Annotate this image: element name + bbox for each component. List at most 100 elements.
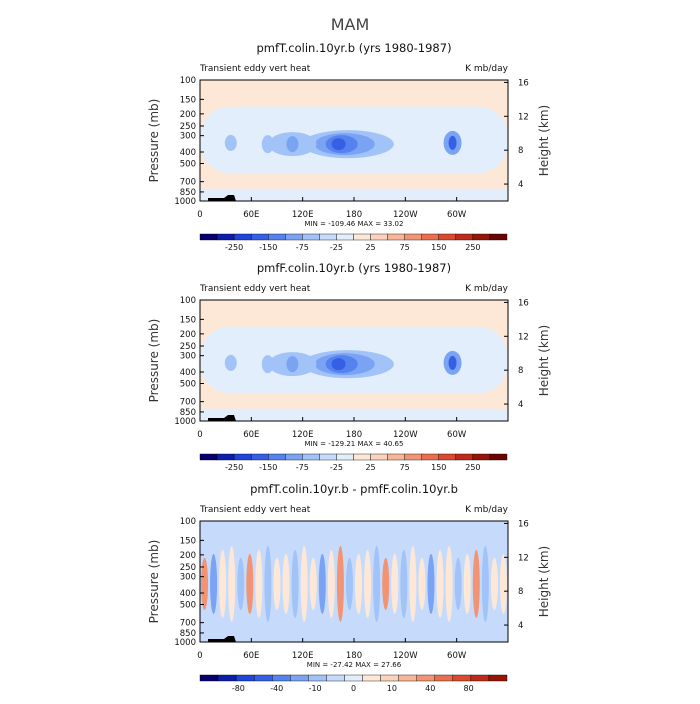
y-tick-label: 150 xyxy=(180,95,196,105)
x-tick-label: 60E xyxy=(243,651,259,661)
y-tick-label: 1000 xyxy=(174,638,196,648)
colorbar-swatch xyxy=(387,233,405,241)
field-core-5 xyxy=(286,356,299,373)
colorbar-swatch xyxy=(370,233,388,241)
y-tick-label: 300 xyxy=(180,132,196,142)
colorbar-swatch xyxy=(250,453,269,461)
y-tick-label: 300 xyxy=(180,352,196,362)
field-streak-15 xyxy=(336,545,344,622)
y-tick-label: 850 xyxy=(180,408,196,418)
x-tick-label: 120E xyxy=(292,210,314,220)
panel-left-label: Transient eddy vert heat xyxy=(199,64,311,74)
y-axis-title: Pressure (mb) xyxy=(147,540,161,624)
field-streak-28 xyxy=(454,557,462,610)
y-tick-label: 500 xyxy=(180,600,196,610)
y2-tick-label: 12 xyxy=(518,112,529,122)
colorbar-swatch xyxy=(362,674,381,682)
field-streak-8 xyxy=(273,557,281,610)
colorbar-label: 250 xyxy=(465,463,480,472)
y-tick-label: 200 xyxy=(180,330,196,340)
x-tick-label: 180 xyxy=(346,210,362,220)
min-max-label: MIN = -27.42 MAX = 27.66 xyxy=(307,661,402,669)
y-tick-label: 700 xyxy=(180,619,196,629)
y2-tick-label: 12 xyxy=(518,553,529,563)
y-tick-label: 700 xyxy=(180,178,196,188)
y-tick-label: 200 xyxy=(180,110,196,120)
y-tick-label: 400 xyxy=(180,368,196,378)
colorbar-swatch xyxy=(387,453,405,461)
panel-units-label: K mb/day xyxy=(465,284,509,294)
colorbar-label: 25 xyxy=(365,243,375,252)
y-tick-label: 850 xyxy=(180,188,196,198)
y2-axis-title: Height (km) xyxy=(537,546,551,617)
x-tick-label: 180 xyxy=(346,430,362,440)
field-streak-20 xyxy=(382,557,390,610)
y2-tick-label: 8 xyxy=(518,146,523,156)
panel-left-label: Transient eddy vert heat xyxy=(199,505,311,515)
y-tick-label: 300 xyxy=(180,573,196,583)
field-streak-27 xyxy=(445,545,453,622)
colorbar-label: 80 xyxy=(464,684,474,693)
y2-axis-title: Height (km) xyxy=(537,325,551,396)
y-tick-label: 250 xyxy=(180,122,196,132)
colorbar: -250 -150 -75 -25 25 75 150 250 xyxy=(199,233,508,252)
field-streak-7 xyxy=(264,545,272,622)
field-streak-30 xyxy=(472,549,480,618)
field-streak-17 xyxy=(355,553,363,614)
y-tick-label: 150 xyxy=(180,536,196,546)
field-streak-0 xyxy=(201,557,209,610)
y-tick-label: 250 xyxy=(180,342,196,352)
panel-title: pmfT.colin.10yr.b - pmfF.colin.10yr.b xyxy=(250,482,458,496)
y2-tick-label: 8 xyxy=(518,366,523,376)
colorbar-swatch xyxy=(250,233,269,241)
colorbar-swatch xyxy=(216,233,235,241)
panel-left-label: Transient eddy vert heat xyxy=(199,284,311,294)
field-streak-26 xyxy=(436,549,444,618)
field-core-6 xyxy=(261,135,274,154)
field-core-9 xyxy=(224,354,237,371)
y-tick-label: 100 xyxy=(180,296,196,306)
figure-title: MAM xyxy=(331,15,370,34)
colorbar-swatch xyxy=(336,233,354,241)
y2-tick-label: 8 xyxy=(518,587,523,597)
y-tick-label: 700 xyxy=(180,398,196,408)
colorbar-label: 10 xyxy=(387,684,397,693)
field-low-positive xyxy=(200,395,508,408)
colorbar-swatch xyxy=(233,233,252,241)
panel-2: pmfF.colin.10yr.b (yrs 1980-1987) Transie… xyxy=(147,261,551,472)
field-streak-25 xyxy=(427,553,435,614)
y-axis-title: Pressure (mb) xyxy=(147,319,161,403)
y-tick-label: 500 xyxy=(180,379,196,389)
field-core-3 xyxy=(331,358,346,371)
y-tick-label: 200 xyxy=(180,551,196,561)
field-streak-31 xyxy=(481,545,489,622)
field-streak-6 xyxy=(255,549,263,618)
panel-units-label: K mb/day xyxy=(465,505,509,515)
field-core-6 xyxy=(261,355,274,374)
x-tick-label: 120W xyxy=(393,651,418,661)
x-tick-label: 0 xyxy=(197,210,202,220)
colorbar-label: 250 xyxy=(465,243,480,252)
x-tick-label: 60W xyxy=(447,430,467,440)
colorbar-label: -250 xyxy=(225,243,243,252)
colorbar-swatch xyxy=(235,674,255,682)
field-low-positive xyxy=(200,175,508,188)
colorbar-swatch xyxy=(421,453,439,461)
field-streak-18 xyxy=(364,549,372,618)
y-tick-label: 1000 xyxy=(174,417,196,427)
field-streak-16 xyxy=(345,557,353,610)
x-tick-label: 60W xyxy=(447,210,467,220)
x-tick-label: 120E xyxy=(292,430,314,440)
field-core-5 xyxy=(286,136,299,153)
y2-tick-label: 16 xyxy=(518,519,529,529)
field-streak-22 xyxy=(400,549,408,618)
colorbar-swatch xyxy=(302,233,320,241)
min-max-label: MIN = -109.46 MAX = 33.02 xyxy=(305,220,404,228)
field-streak-32 xyxy=(490,557,498,610)
colorbar-label: -40 xyxy=(270,684,283,693)
colorbar-label: 150 xyxy=(431,463,446,472)
colorbar-label: -250 xyxy=(225,463,243,472)
colorbar-label: -25 xyxy=(330,463,343,472)
panel-3: pmfT.colin.10yr.b - pmfF.colin.10yr.b Tra… xyxy=(147,482,551,693)
colorbar-swatch xyxy=(253,674,273,682)
